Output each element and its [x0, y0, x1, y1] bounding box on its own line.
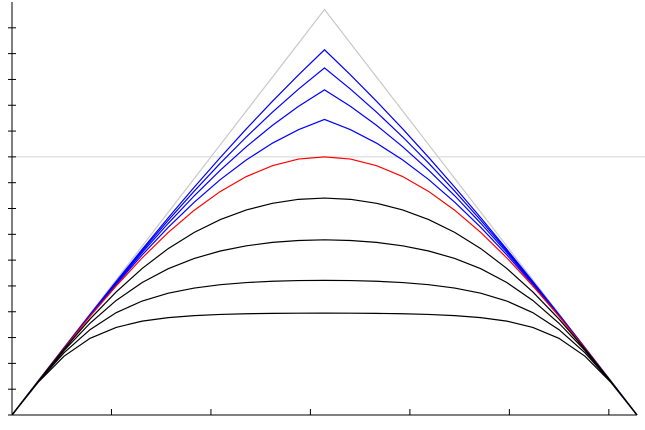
- series-line: [11, 8, 638, 416]
- series-line: [11, 89, 638, 416]
- series-line: [11, 239, 638, 416]
- series-line: [11, 197, 638, 416]
- series-line: [11, 156, 638, 416]
- series-line: [11, 312, 638, 416]
- series-line: [11, 279, 638, 416]
- series-line: [11, 118, 638, 416]
